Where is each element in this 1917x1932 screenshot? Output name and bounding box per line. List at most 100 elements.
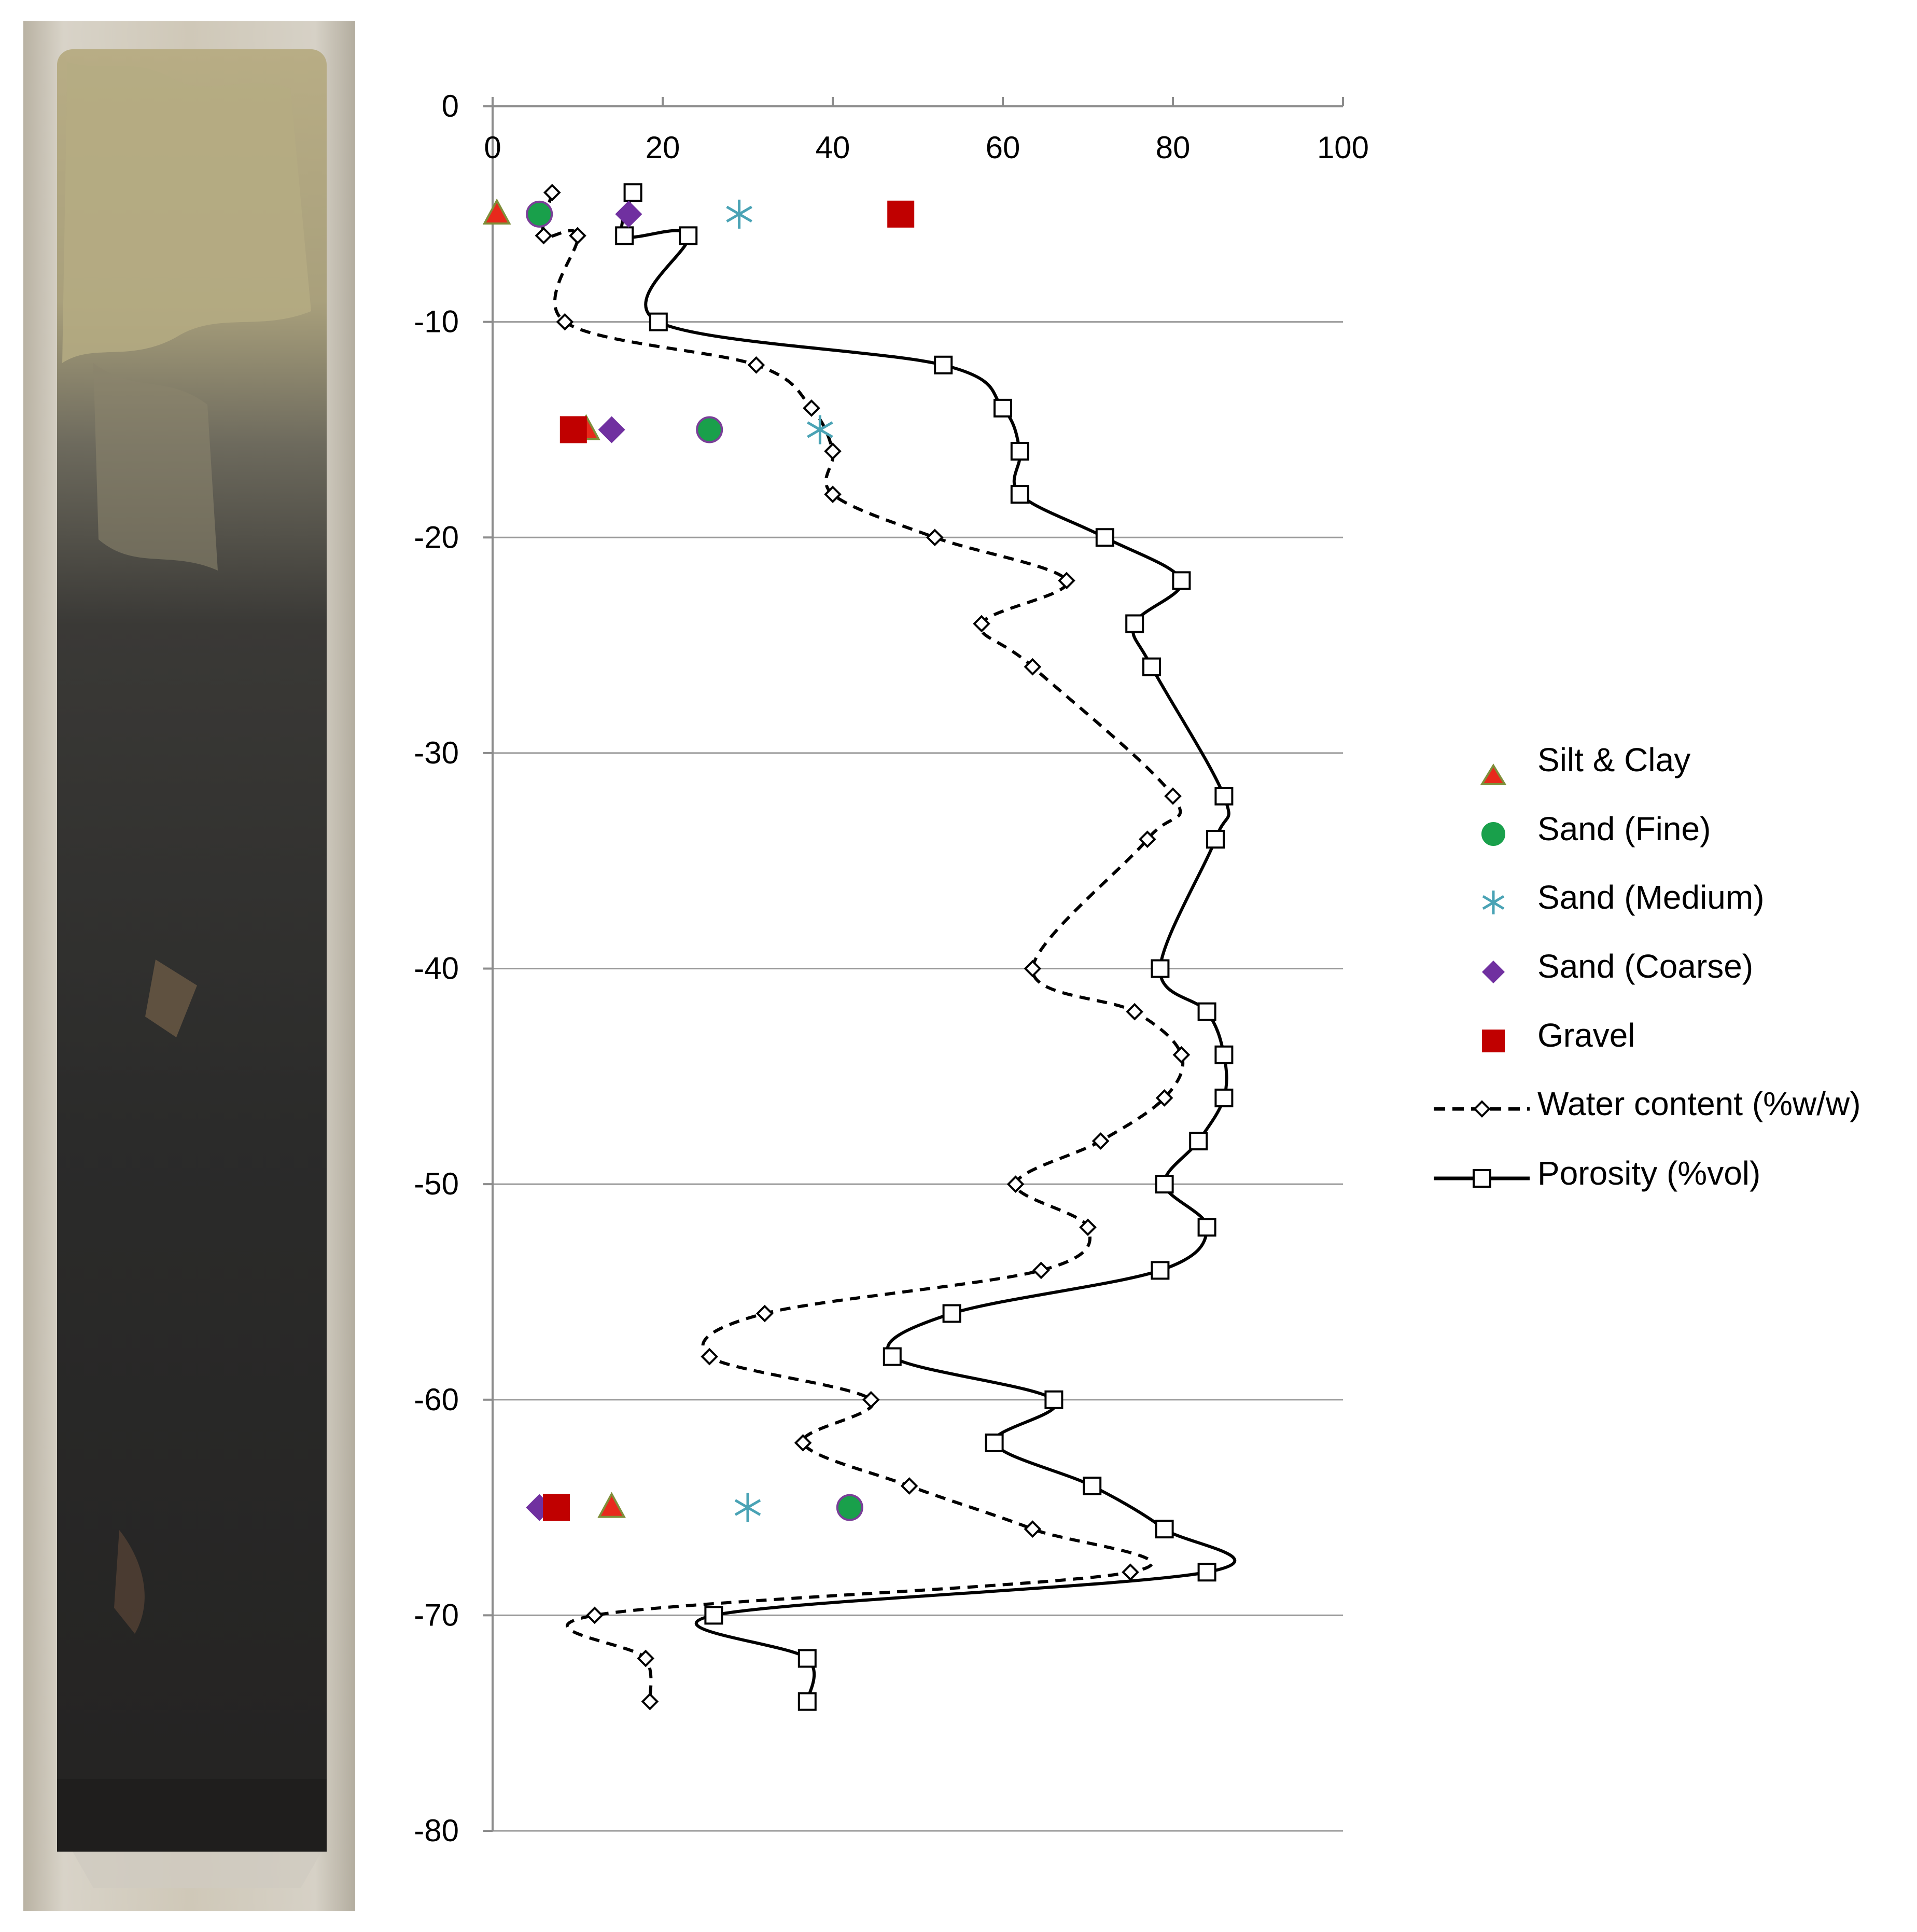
data-point [807,415,833,444]
data-point [623,183,642,202]
data-point [615,200,642,228]
data-point [701,1347,719,1366]
legend-label: Silt & Clay [1537,741,1690,779]
data-point [1214,1045,1234,1064]
data-point [1197,1563,1216,1582]
y-tick-label: -10 [414,304,459,339]
data-point [1083,1477,1102,1495]
data-point [535,227,553,245]
series-water-content-w-w [535,184,1191,1711]
data-point [934,355,953,374]
data-point [597,1492,626,1518]
data-point [704,1606,723,1625]
data-point [641,1692,659,1711]
data-point [1032,1261,1050,1280]
data-point [543,1494,570,1521]
data-point [973,615,990,633]
data-point [883,1347,902,1366]
asterisk-marker-icon [1482,891,1505,914]
data-point [543,184,561,202]
data-point [1197,1218,1216,1237]
data-point [1092,1132,1110,1150]
data-point [559,416,587,443]
y-tick-label: -20 [414,520,459,554]
data-point [803,399,820,417]
legend-label: Water content (%w/w) [1537,1085,1861,1122]
series-sand-fine [526,200,863,1521]
asterisk-stroke [726,205,752,223]
data-point [942,1304,961,1323]
series-sand-coarse [526,200,642,1521]
data-point [1142,657,1161,676]
x-tick-label: 80 [1156,130,1191,165]
data-point [598,416,625,443]
data-point [994,398,1012,418]
data-point [1122,1563,1139,1581]
data-point [1024,658,1042,676]
circle-marker-icon [1481,822,1505,846]
legend-label: Porosity (%vol) [1537,1155,1760,1192]
open-diamond-marker-icon [1473,1100,1491,1118]
diamond-marker-icon [1482,961,1505,983]
data-point [1125,614,1144,633]
data-point [585,1606,604,1624]
data-point [615,226,634,245]
legend: Silt & Clay Sand (Fine) Sand (Medium) Sa… [1434,741,1861,1192]
data-point [1138,830,1156,848]
data-point [926,529,944,547]
data-point [1058,572,1075,590]
data-point [887,200,915,228]
data-point [569,227,586,245]
gridlines [493,321,1343,1832]
x-tick-label: 20 [646,130,680,165]
data-point [1044,1390,1064,1409]
data-point [1006,1175,1025,1193]
data-point [797,1692,817,1711]
series-sand-medium [726,199,833,1522]
y-tick-label: -50 [414,1166,459,1201]
data-point [1126,1003,1144,1021]
data-point [1214,787,1234,805]
data-point [1151,959,1170,978]
data-point [900,1477,918,1495]
square-marker-icon [1482,1030,1505,1052]
data-point [1214,1088,1234,1107]
legend-item-sand-medium: Sand (Medium) [1482,879,1765,916]
data-point [482,198,511,225]
x-axis-ticks: 0 20 40 60 80 100 [484,97,1369,165]
legend-item-sand-fine: Sand (Fine) [1481,810,1711,847]
data-point [1172,571,1191,590]
data-point [1024,1520,1042,1538]
series-gravel [543,200,915,1521]
data-point [797,1649,817,1668]
data-point [1024,960,1042,978]
data-point [1164,787,1182,805]
x-tick-label: 0 [484,130,501,165]
data-point [526,200,553,228]
x-tick-label: 40 [816,130,850,165]
data-point [1151,1261,1170,1280]
data-point [747,356,765,374]
data-point [1155,1089,1173,1107]
legend-item-water-content: Water content (%w/w) [1434,1085,1861,1122]
data-point [1155,1175,1174,1194]
legend-label: Sand (Fine) [1537,810,1711,847]
data-point [1010,485,1029,504]
data-point [637,1649,655,1667]
data-point [726,199,752,229]
open-square-marker-icon [1473,1169,1491,1188]
data-point [985,1433,1004,1452]
triangle-marker-icon [1480,763,1507,785]
legend-item-porosity: Porosity (%vol) [1434,1155,1760,1192]
y-tick-label: -40 [414,951,459,986]
legend-item-gravel: Gravel [1482,1017,1635,1054]
data-point [1172,1046,1191,1064]
data-point [696,416,723,443]
sediment-core-photo [23,21,355,1911]
data-point [1079,1218,1097,1236]
data-series [482,183,1237,1711]
y-tick-label: -80 [414,1813,459,1848]
legend-label: Gravel [1537,1017,1635,1054]
data-point [755,1304,774,1323]
